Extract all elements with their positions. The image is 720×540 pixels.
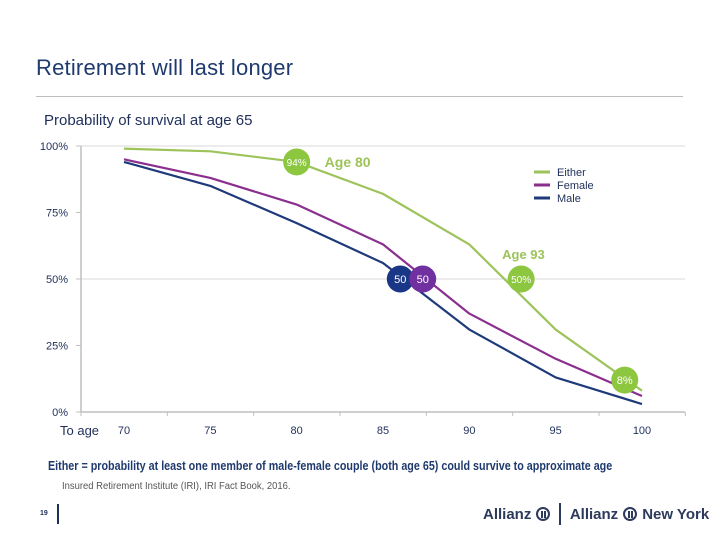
annotation-marker [283,148,311,176]
x-tick-label: 90 [463,425,475,437]
title-divider [36,96,683,97]
footer-logos: Allianz Allianz New York [483,503,709,525]
series-line-female [123,158,643,398]
x-tick-label: 100 [633,425,651,437]
allianz-logo-text: Allianz [483,505,532,523]
y-tick-label: 0% [52,407,68,419]
footnote: Either = probability at least one member… [48,459,613,473]
annotation-value: 50 [394,274,406,286]
annotation-value: 94% [287,158,307,169]
x-axis-label: To age [60,423,99,438]
legend-label-either: Either [557,167,586,179]
logo-divider [559,503,561,525]
page-number: 19 [40,510,48,517]
x-tick-label: 75 [204,425,216,437]
page-number-divider [57,504,59,524]
legend-label-male: Male [557,193,581,205]
source-citation: Insured Retirement Institute (IRI), IRI … [62,480,291,492]
y-tick-label: 100% [40,141,68,153]
annotation-value: 50 [417,274,429,286]
annotation-caption-age-93: Age 93 [502,247,545,262]
x-tick-label: 85 [377,425,389,437]
allianz-eagle-icon [536,507,551,521]
allianz-ny-logo-text-b: New York [642,505,710,523]
allianz-ny-logo-text-a: Allianz [569,505,619,523]
annotation-caption-age-80: Age 80 [325,154,371,170]
series-line-male [123,160,643,406]
annotation-marker [386,265,414,293]
annotation-marker [611,366,639,394]
series-line-either [123,147,643,392]
x-tick-label: 80 [291,425,303,437]
legend-label-female: Female [557,180,594,192]
annotation-marker [507,265,535,293]
allianz-ny-eagle-icon [623,507,638,521]
x-tick-label: 95 [550,425,562,437]
page-title: Retirement will last longer [36,55,294,80]
y-tick-label: 50% [46,274,68,286]
y-tick-label: 75% [46,208,68,220]
chart-subtitle: Probability of survival at age 65 [44,112,253,129]
y-tick-label: 25% [46,341,68,353]
annotation-value: 50% [511,275,531,286]
annotation-marker [409,265,437,293]
x-tick-label: 70 [118,425,130,437]
annotation-value: 8% [617,375,633,387]
